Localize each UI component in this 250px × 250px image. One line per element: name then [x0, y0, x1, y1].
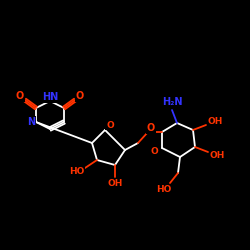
Text: OH: OH [209, 150, 225, 160]
Text: H₂N: H₂N [162, 97, 182, 107]
Text: OH: OH [207, 118, 223, 126]
Text: OH: OH [107, 180, 123, 188]
Text: O: O [106, 120, 114, 130]
Text: O: O [76, 91, 84, 101]
Text: O: O [147, 123, 155, 133]
Text: HN: HN [42, 92, 58, 102]
Text: HO: HO [156, 186, 172, 194]
Text: O: O [150, 148, 158, 156]
Text: HO: HO [69, 168, 85, 176]
Text: N: N [27, 117, 35, 127]
Text: O: O [16, 91, 24, 101]
